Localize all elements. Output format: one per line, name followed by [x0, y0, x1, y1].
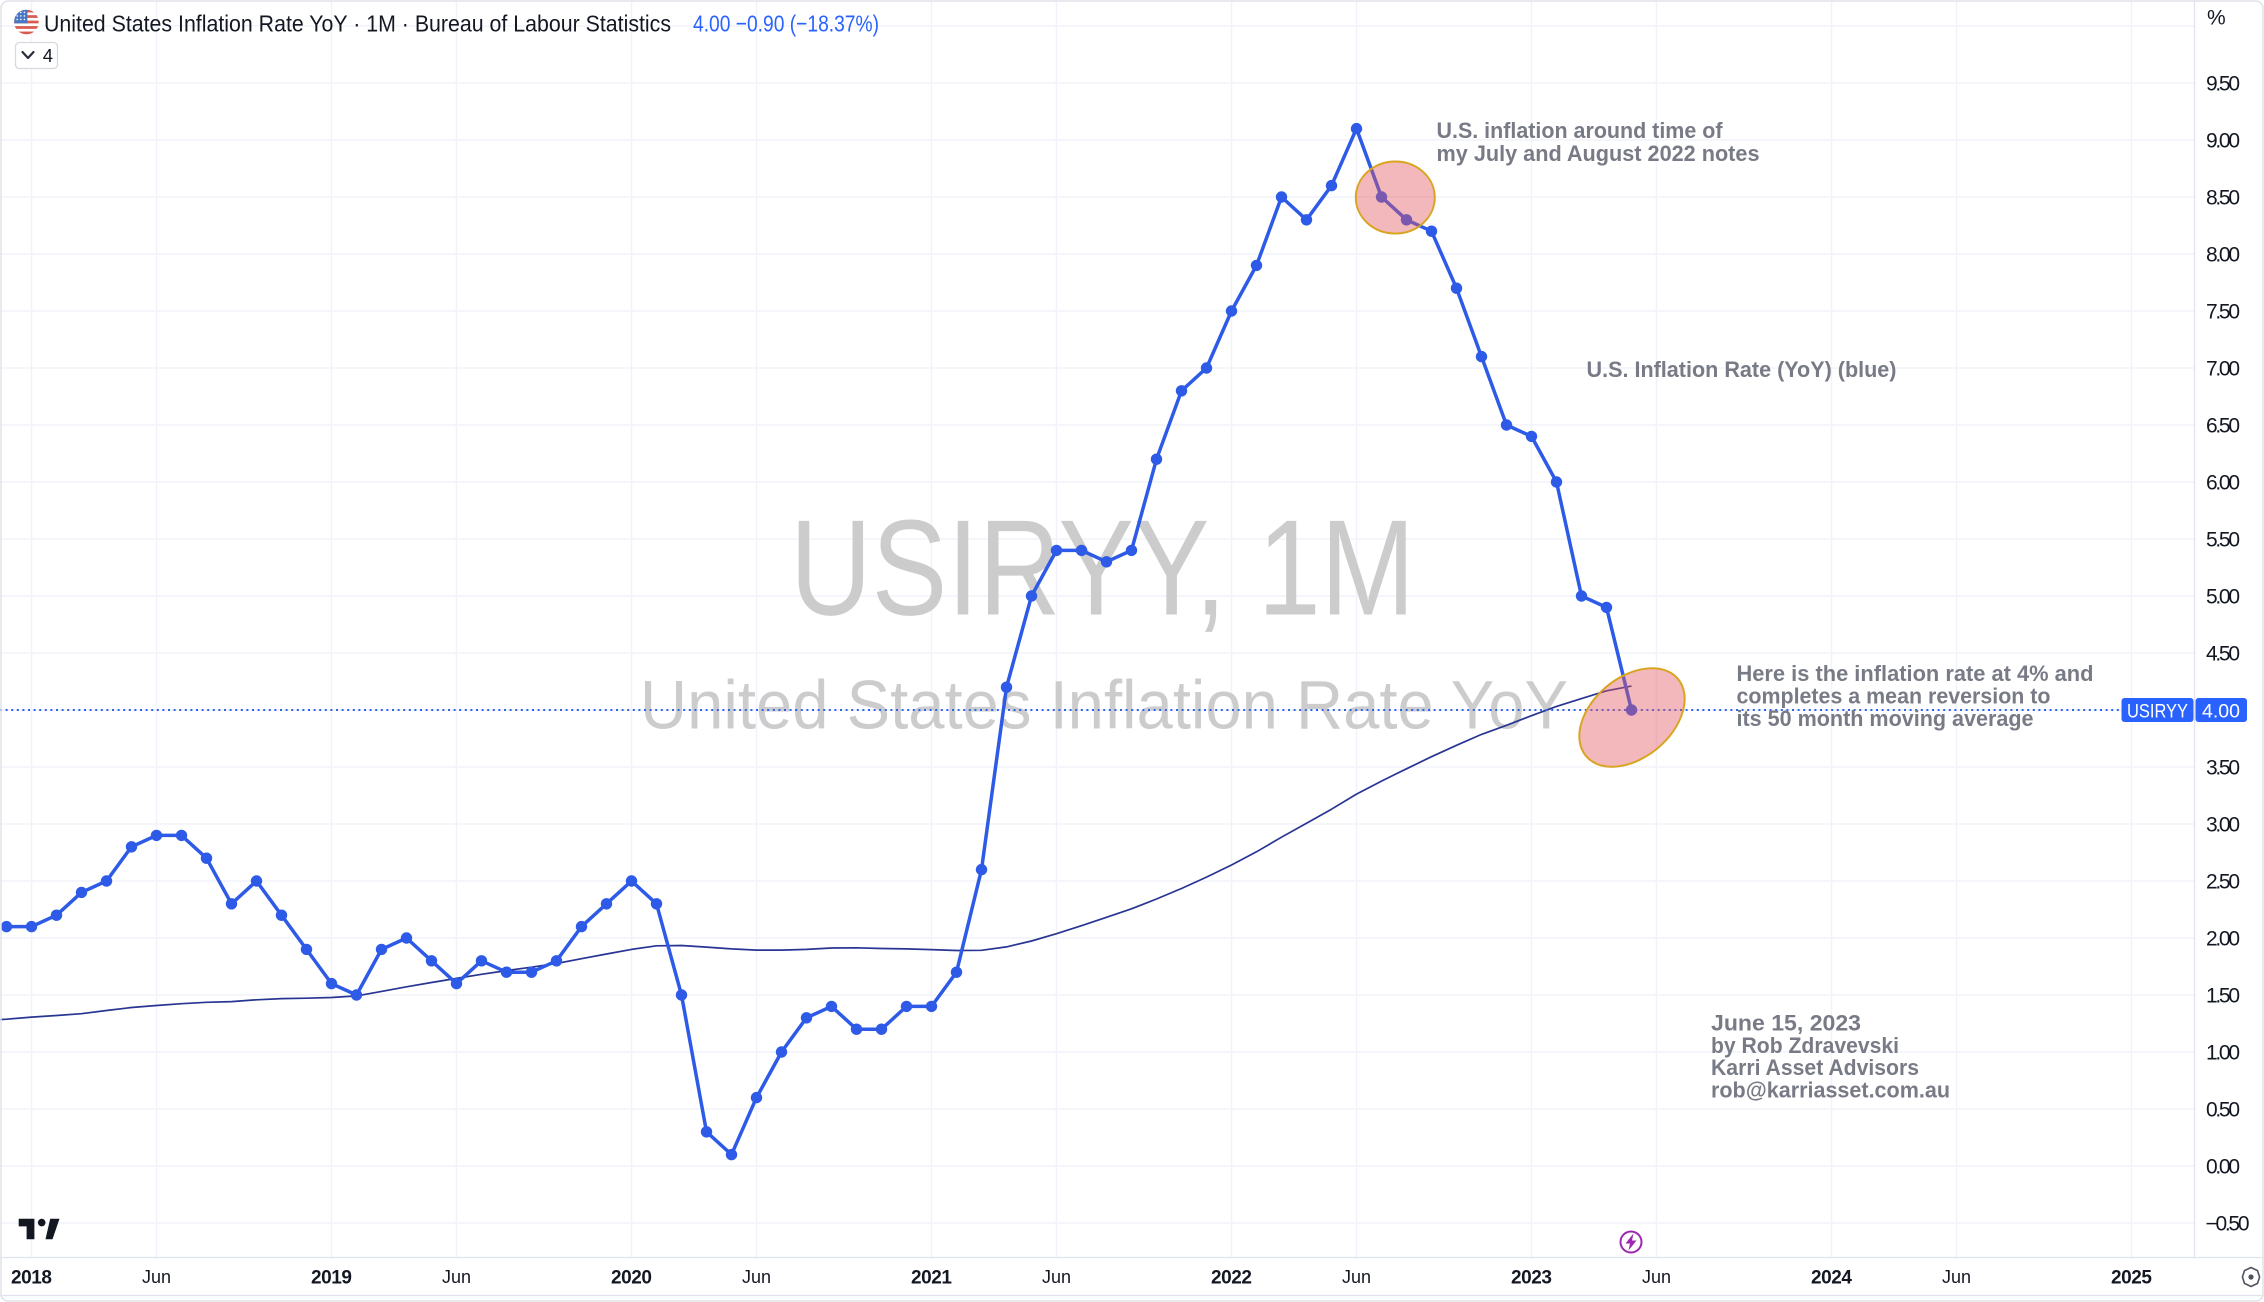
svg-text:2023: 2023 — [1511, 1268, 1552, 1289]
svg-text:7.00: 7.00 — [2206, 357, 2240, 380]
svg-text:1.00: 1.00 — [2206, 1041, 2240, 1064]
svg-text:0.00: 0.00 — [2206, 1155, 2240, 1178]
svg-text:2018: 2018 — [11, 1268, 52, 1289]
svg-text:8.00: 8.00 — [2206, 243, 2240, 266]
svg-text:6.50: 6.50 — [2206, 414, 2240, 437]
svg-text:2.00: 2.00 — [2206, 927, 2240, 950]
svg-text:United States Inflation Rate Y: United States Inflation Rate YoY — [640, 667, 1568, 744]
svg-text:Jun: Jun — [1942, 1267, 1971, 1287]
svg-text:4.50: 4.50 — [2206, 642, 2240, 665]
svg-text:Jun: Jun — [1042, 1267, 1071, 1287]
svg-text:Jun: Jun — [142, 1267, 171, 1287]
svg-text:1.50: 1.50 — [2206, 984, 2240, 1007]
svg-text:2025: 2025 — [2111, 1268, 2152, 1289]
svg-text:June 15, 2023: June 15, 2023 — [1711, 1011, 1861, 1036]
svg-text:3.00: 3.00 — [2206, 813, 2240, 836]
svg-text:U.S. Inflation Rate (YoY) (blu: U.S. Inflation Rate (YoY) (blue) — [1587, 357, 1897, 382]
svg-text:7.50: 7.50 — [2206, 300, 2240, 323]
svg-text:Jun: Jun — [1642, 1267, 1671, 1287]
svg-text:my July and August 2022 notes: my July and August 2022 notes — [1437, 141, 1760, 166]
svg-text:Jun: Jun — [742, 1267, 771, 1287]
svg-text:Jun: Jun — [442, 1267, 471, 1287]
svg-text:4.00 −0.90 (−18.37%): 4.00 −0.90 (−18.37%) — [693, 11, 879, 37]
svg-text:−0.50: −0.50 — [2206, 1212, 2250, 1235]
svg-text:6.00: 6.00 — [2206, 471, 2240, 494]
svg-text:U.S. inflation around time of: U.S. inflation around time of — [1437, 118, 1724, 143]
svg-text:2020: 2020 — [611, 1268, 652, 1289]
svg-text:4.00: 4.00 — [2202, 701, 2240, 723]
svg-text:rob@karriasset.com.au: rob@karriasset.com.au — [1711, 1078, 1950, 1103]
svg-text:United States Inflation Rate Y: United States Inflation Rate YoY · 1M · … — [44, 11, 671, 37]
svg-text:2022: 2022 — [1211, 1268, 1252, 1289]
svg-text:0.50: 0.50 — [2206, 1098, 2240, 1121]
svg-text:USIRYY, 1M: USIRYY, 1M — [790, 492, 1415, 644]
svg-text:completes a mean reversion to: completes a mean reversion to — [1737, 684, 2051, 709]
svg-text:4: 4 — [43, 45, 53, 66]
svg-text:3.50: 3.50 — [2206, 756, 2240, 779]
svg-text:2021: 2021 — [911, 1268, 952, 1289]
svg-text:by Rob Zdravevski: by Rob Zdravevski — [1711, 1033, 1899, 1058]
svg-text:USIRYY: USIRYY — [2127, 702, 2188, 723]
svg-text:9.00: 9.00 — [2206, 129, 2240, 152]
svg-text:9.50: 9.50 — [2206, 72, 2240, 95]
svg-text:2.50: 2.50 — [2206, 870, 2240, 893]
svg-text:Jun: Jun — [1342, 1267, 1371, 1287]
svg-text:Karri Asset Advisors: Karri Asset Advisors — [1711, 1055, 1919, 1080]
svg-text:%: % — [2207, 7, 2226, 30]
svg-text:8.50: 8.50 — [2206, 186, 2240, 209]
svg-text:5.00: 5.00 — [2206, 585, 2240, 608]
svg-text:its 50 month moving average: its 50 month moving average — [1737, 706, 2034, 731]
svg-text:5.50: 5.50 — [2206, 528, 2240, 551]
svg-text:2019: 2019 — [311, 1268, 352, 1289]
svg-text:2024: 2024 — [1811, 1268, 1852, 1289]
svg-text:Here is the inflation rate at: Here is the inflation rate at 4% and — [1737, 661, 2094, 686]
